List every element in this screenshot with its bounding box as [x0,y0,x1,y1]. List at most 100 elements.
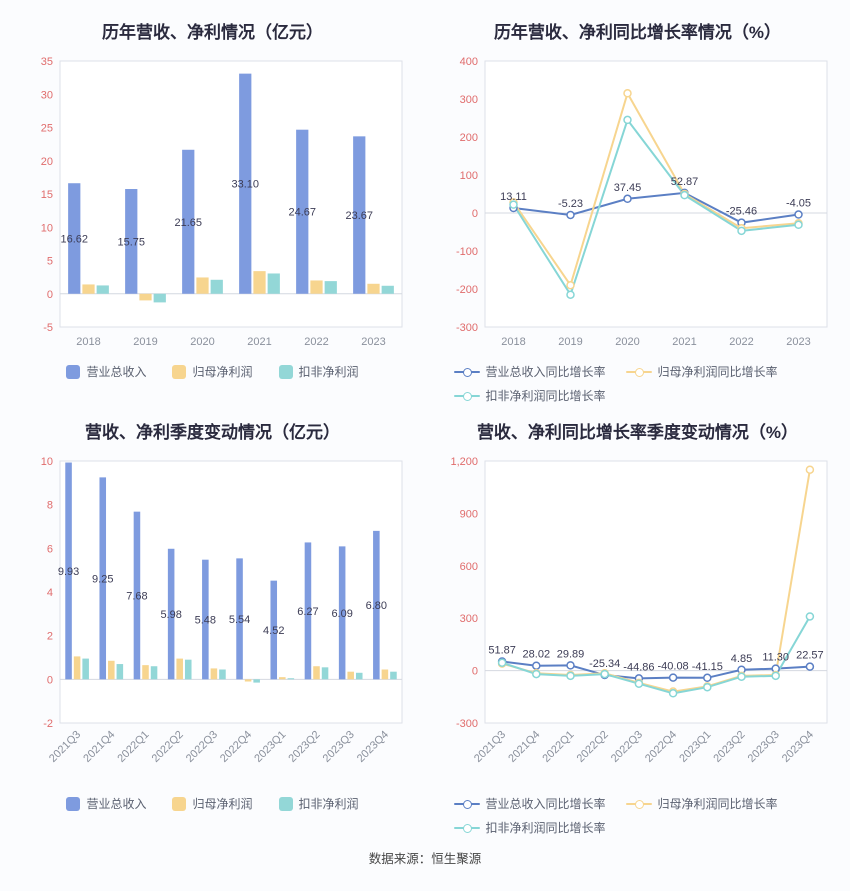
legend-line-icon [625,799,652,809]
quarterly-growth-title: 营收、净利同比增长率季度变动情况（%） [476,423,799,442]
quarterly-growth-line-chart[interactable]: 1,2009006003000-3002021Q32021Q42022Q1202… [439,447,837,787]
quarterly-bar-legend: 营业总收入 归母净利润 扣非净利润 [66,795,359,812]
svg-text:2021Q4: 2021Q4 [506,729,542,765]
svg-text:4.85: 4.85 [730,653,751,665]
annual-growth-legend: 营业总收入同比增长率 归母净利润同比增长率扣非净利润同比增长率 [453,363,822,404]
svg-text:2022: 2022 [729,336,753,348]
svg-text:2022Q1: 2022Q1 [540,729,576,765]
legend-swatch-icon [278,796,293,811]
legend-label: 归母净利润同比增长率 [657,365,778,379]
legend-item[interactable]: 营业总收入 [66,363,146,380]
svg-text:2023: 2023 [361,336,385,348]
svg-text:20: 20 [40,156,52,168]
svg-text:-44.86: -44.86 [623,661,654,673]
svg-text:10: 10 [40,456,52,468]
svg-text:2023Q3: 2023Q3 [320,729,356,765]
legend-swatch-icon [172,364,187,379]
svg-text:22.57: 22.57 [796,650,824,662]
svg-text:10: 10 [40,222,52,234]
legend-item[interactable]: 归母净利润同比增长率 [625,363,778,380]
panel-annual-revenue-profit: 历年营收、净利情况（亿元） 35 30 25 20 15 10 5 0 -5 2018 2019 20… [0,4,425,404]
svg-text:2022Q2: 2022Q2 [149,729,185,765]
svg-text:4.52: 4.52 [263,625,284,637]
legend-swatch-icon [66,796,81,811]
svg-text:-5: -5 [43,322,53,334]
svg-text:5.98: 5.98 [160,609,181,621]
svg-text:-100: -100 [455,246,477,258]
svg-text:300: 300 [459,613,477,625]
legend-label: 扣非净利润同比增长率 [485,389,606,403]
svg-text:-25.34: -25.34 [589,658,620,670]
svg-text:2021: 2021 [672,336,696,348]
legend-line-icon [453,367,480,377]
legend-item[interactable]: 扣非净利润 [278,363,359,380]
svg-text:2023Q2: 2023Q2 [711,729,747,765]
svg-text:1,200: 1,200 [450,456,478,468]
data-source-note: 数据来源：恒生聚源 [368,852,482,866]
svg-text:33.10: 33.10 [231,179,259,191]
svg-text:5.54: 5.54 [228,614,249,626]
legend-item[interactable]: 归母净利润 [172,363,253,380]
svg-text:21.65: 21.65 [174,217,202,229]
svg-text:2022Q4: 2022Q4 [643,729,679,765]
annual-growth-line-chart[interactable]: 400 300 200 100 0 -100 -200 -300 2018 2019 2020 202… [439,47,837,355]
legend-item[interactable]: 营业总收入同比增长率 [453,363,606,380]
svg-text:2022Q1: 2022Q1 [115,729,151,765]
legend-line-icon [453,823,480,833]
svg-text:2022Q2: 2022Q2 [574,729,610,765]
svg-text:300: 300 [459,94,477,106]
svg-text:-41.15: -41.15 [691,661,722,673]
legend-label: 归母净利润同比增长率 [657,797,778,811]
svg-text:2018: 2018 [76,336,100,348]
svg-text:6.09: 6.09 [331,608,352,620]
svg-text:24.67: 24.67 [288,207,316,219]
svg-text:9.93: 9.93 [57,566,78,578]
svg-text:15.75: 15.75 [117,236,145,248]
legend-item[interactable]: 扣非净利润 [278,795,359,812]
legend-item[interactable]: 扣非净利润同比增长率 [453,387,606,404]
charts-grid: 历年营收、净利情况（亿元） 35 30 25 20 15 10 5 0 -5 2018 2019 20… [0,4,850,836]
legend-swatch-icon [278,364,293,379]
financial-charts-dashboard: 历年营收、净利情况（亿元） 35 30 25 20 15 10 5 0 -5 2018 2019 20… [0,4,850,866]
svg-text:2: 2 [46,631,52,643]
quarterly-growth-legend: 营业总收入同比增长率 归母净利润同比增长率扣非净利润同比增长率 [453,795,822,836]
svg-text:2023Q4: 2023Q4 [779,729,815,765]
svg-text:-4.05: -4.05 [785,198,810,210]
svg-text:30: 30 [40,89,52,101]
svg-text:2020: 2020 [615,336,639,348]
svg-text:35: 35 [40,56,52,68]
svg-text:600: 600 [459,561,477,573]
svg-text:2023Q2: 2023Q2 [286,729,322,765]
svg-text:0: 0 [46,674,52,686]
legend-item[interactable]: 归母净利润同比增长率 [625,795,778,812]
annual-revenue-profit-bar-chart[interactable]: 35 30 25 20 15 10 5 0 -5 2018 2019 2020 2021 2022 2023… [14,47,412,355]
svg-text:-2: -2 [43,718,53,730]
svg-text:25: 25 [40,123,52,135]
legend-item[interactable]: 扣非净利润同比增长率 [453,819,606,836]
svg-text:29.89: 29.89 [556,648,584,660]
legend-label: 营业总收入同比增长率 [485,797,606,811]
svg-text:9.25: 9.25 [92,573,113,585]
legend-label: 扣非净利润 [298,797,359,811]
svg-text:13.11: 13.11 [500,191,527,203]
svg-text:6.27: 6.27 [297,606,318,618]
legend-item[interactable]: 营业总收入 [66,795,146,812]
svg-text:2023Q4: 2023Q4 [354,729,390,765]
legend-label: 营业总收入 [86,365,147,379]
svg-text:7.68: 7.68 [126,590,147,602]
legend-item[interactable]: 归母净利润 [172,795,253,812]
svg-text:2019: 2019 [558,336,582,348]
svg-text:2022Q4: 2022Q4 [218,729,254,765]
svg-text:4: 4 [46,587,52,599]
legend-line-icon [625,367,652,377]
legend-item[interactable]: 营业总收入同比增长率 [453,795,606,812]
svg-text:51.87: 51.87 [488,645,516,657]
annual-revenue-profit-title: 历年营收、净利情况（亿元） [102,23,323,42]
svg-text:-25.46: -25.46 [725,206,756,218]
legend-line-icon [453,391,480,401]
svg-text:-300: -300 [455,322,477,334]
svg-text:28.02: 28.02 [522,649,550,661]
svg-text:5.48: 5.48 [194,615,215,627]
svg-text:8: 8 [46,500,52,512]
quarterly-revenue-profit-bar-chart[interactable]: 1086420-22021Q32021Q42022Q12022Q22022Q32… [14,447,412,787]
